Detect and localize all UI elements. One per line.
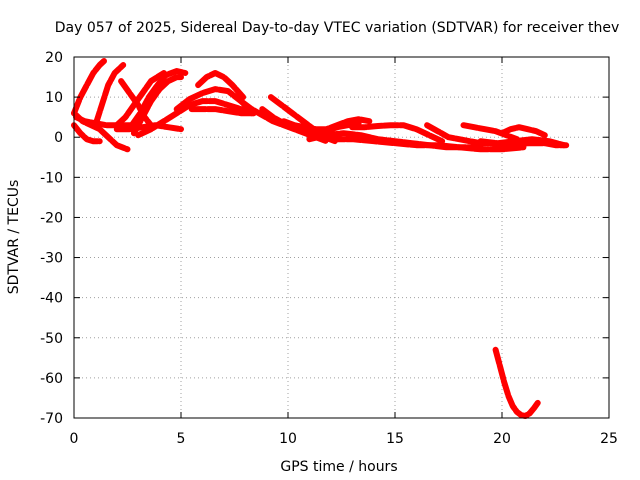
x-tick-label: 5 — [177, 431, 186, 447]
series-line-arc-05 — [92, 62, 127, 129]
x-tick-label: 10 — [279, 431, 297, 447]
axis-ticks: 0 5 10 15 20 25 20 10 0 -10 -20 -30 -40 -50 -60 -70 — [40, 50, 618, 447]
y-tick-label: -50 — [40, 331, 63, 347]
y-tick-label: 0 — [54, 130, 63, 146]
x-tick-label: 15 — [386, 431, 404, 447]
series-line-arc-20 — [327, 136, 527, 153]
series-line-arc-09 — [130, 74, 184, 137]
x-axis-label: GPS time / hours — [280, 459, 397, 475]
data-series — [71, 58, 570, 419]
y-tick-label: -20 — [40, 210, 63, 226]
x-tick-label: 25 — [600, 431, 618, 447]
x-tick-label: 0 — [70, 431, 79, 447]
y-tick-label: 10 — [45, 90, 63, 106]
y-tick-label: -70 — [40, 411, 63, 427]
series-line-arc-13 — [195, 70, 247, 101]
series-line-arc-11 — [135, 98, 255, 139]
series-line-arc-07 — [113, 70, 167, 129]
y-tick-label: -10 — [40, 170, 63, 186]
series-line-arc-06 — [118, 78, 154, 129]
series-line-arc-01 — [71, 58, 107, 117]
series-line-arc-08 — [128, 68, 189, 129]
chart-title: Day 057 of 2025, Sidereal Day-to-day VTE… — [55, 20, 619, 36]
y-tick-label: -40 — [40, 291, 63, 307]
series-line-arc-26 — [509, 138, 570, 149]
plot-frame — [73, 56, 610, 419]
y-axis-label: SDTVAR / TECUs — [6, 180, 22, 295]
series-line-arc-24 — [499, 124, 548, 139]
x-tick-label: 20 — [493, 431, 511, 447]
series-line-arc-18 — [280, 116, 373, 133]
series-line-arc-04 — [73, 114, 142, 129]
series-line-arc-21 — [349, 122, 446, 145]
y-tick-label: -60 — [40, 371, 63, 387]
series-line-arc-27 — [492, 346, 542, 419]
series-line-arc-03 — [71, 122, 103, 145]
y-tick-label: -30 — [40, 251, 63, 267]
series-line-arc-14 — [188, 106, 257, 117]
series-line-arc-10 — [113, 122, 184, 133]
y-tick-label: 20 — [45, 50, 63, 66]
series-line-arc-23 — [460, 122, 520, 143]
grid-lines — [74, 57, 609, 418]
